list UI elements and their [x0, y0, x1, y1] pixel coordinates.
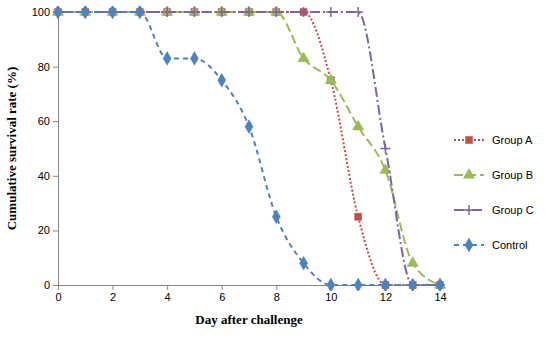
tick-label: 4 — [165, 291, 171, 303]
marker — [326, 7, 336, 17]
series-line — [58, 12, 440, 285]
tick-label: 6 — [219, 291, 225, 303]
y-axis-title: Cumulative survival rate (%) — [4, 67, 19, 231]
marker — [190, 52, 198, 66]
tick-mark — [53, 121, 58, 122]
marker — [327, 278, 335, 291]
tick-label: 0 — [44, 279, 50, 291]
axis-line — [58, 13, 59, 286]
marker — [298, 52, 309, 62]
legend-label: Group A — [492, 134, 533, 146]
tick-label: 12 — [380, 291, 392, 303]
marker — [81, 6, 89, 19]
tick: 6 — [219, 285, 225, 303]
y-axis: 0 20 40 60 80 100 — [32, 6, 59, 291]
marker — [354, 278, 362, 291]
marker — [218, 73, 226, 87]
tick: 2 — [110, 285, 116, 303]
tick-label: 80 — [38, 61, 50, 73]
marker — [353, 7, 363, 17]
tick-mark — [222, 285, 223, 290]
tick: 4 — [165, 285, 171, 303]
markers — [54, 6, 444, 291]
tick-label: 40 — [38, 170, 50, 182]
tick-mark — [53, 285, 58, 286]
tick-mark — [276, 285, 277, 290]
series-line — [58, 12, 440, 285]
tick-mark — [58, 285, 59, 290]
tick: 60 — [38, 115, 58, 127]
marker — [162, 7, 172, 17]
legend: Group A Group B Group C Control — [454, 134, 534, 252]
tick-label: 10 — [325, 291, 337, 303]
tick-mark — [113, 285, 114, 290]
legend-item: Control — [454, 238, 527, 252]
tick-mark — [167, 285, 168, 290]
plot: 0 2 4 6 8 10 12 14 0 20 40 60 80 100 — [32, 5, 447, 303]
tick: 8 — [274, 285, 280, 303]
tick-label: 14 — [434, 291, 446, 303]
x-axis-title: Day after challenge — [195, 312, 303, 327]
marker — [355, 213, 362, 220]
marks — [52, 6, 445, 291]
chart: 0 2 4 6 8 10 12 14 0 20 40 60 80 100 Day after challen… — [0, 0, 560, 338]
marker — [409, 278, 417, 291]
legend-marker — [463, 168, 474, 178]
legend-label: Control — [492, 239, 527, 251]
marker — [407, 257, 418, 267]
tick: 20 — [38, 224, 58, 236]
tick-mark — [53, 176, 58, 177]
series-line — [58, 12, 440, 285]
legend-marker — [465, 238, 473, 252]
marker — [271, 7, 281, 17]
legend-label: Group B — [492, 169, 533, 181]
legend-marker — [464, 205, 474, 215]
marker — [299, 7, 309, 17]
marker — [300, 256, 308, 270]
tick-mark — [53, 67, 58, 68]
marker — [245, 120, 253, 134]
marker — [353, 120, 364, 130]
tick-label: 100 — [32, 6, 50, 18]
tick: 40 — [38, 170, 58, 182]
marker — [272, 210, 280, 224]
marker — [380, 144, 390, 154]
marker — [163, 52, 171, 66]
tick-label: 0 — [55, 291, 61, 303]
legend-marker — [465, 136, 472, 143]
legend-item: Group C — [454, 204, 534, 216]
marker — [189, 7, 199, 17]
tick: 80 — [38, 61, 58, 73]
marker — [217, 7, 227, 17]
tick-label: 2 — [110, 291, 116, 303]
marker — [325, 74, 336, 84]
marker — [381, 278, 389, 291]
tick-mark — [53, 230, 58, 231]
marker — [136, 6, 144, 19]
marker — [109, 6, 117, 19]
markers — [52, 6, 445, 288]
marker — [436, 278, 444, 291]
series-line — [58, 12, 440, 285]
marker — [244, 7, 254, 17]
legend-item: Group B — [454, 168, 533, 181]
tick-label: 60 — [38, 115, 50, 127]
tick: 0 — [55, 285, 61, 303]
legend-label: Group C — [492, 204, 534, 216]
tick-label: 20 — [38, 224, 50, 236]
marker — [54, 6, 62, 19]
tick: 0 — [44, 279, 58, 291]
legend-item: Group A — [454, 134, 533, 146]
tick-label: 8 — [274, 291, 280, 303]
markers — [53, 7, 445, 290]
markers — [54, 8, 443, 288]
